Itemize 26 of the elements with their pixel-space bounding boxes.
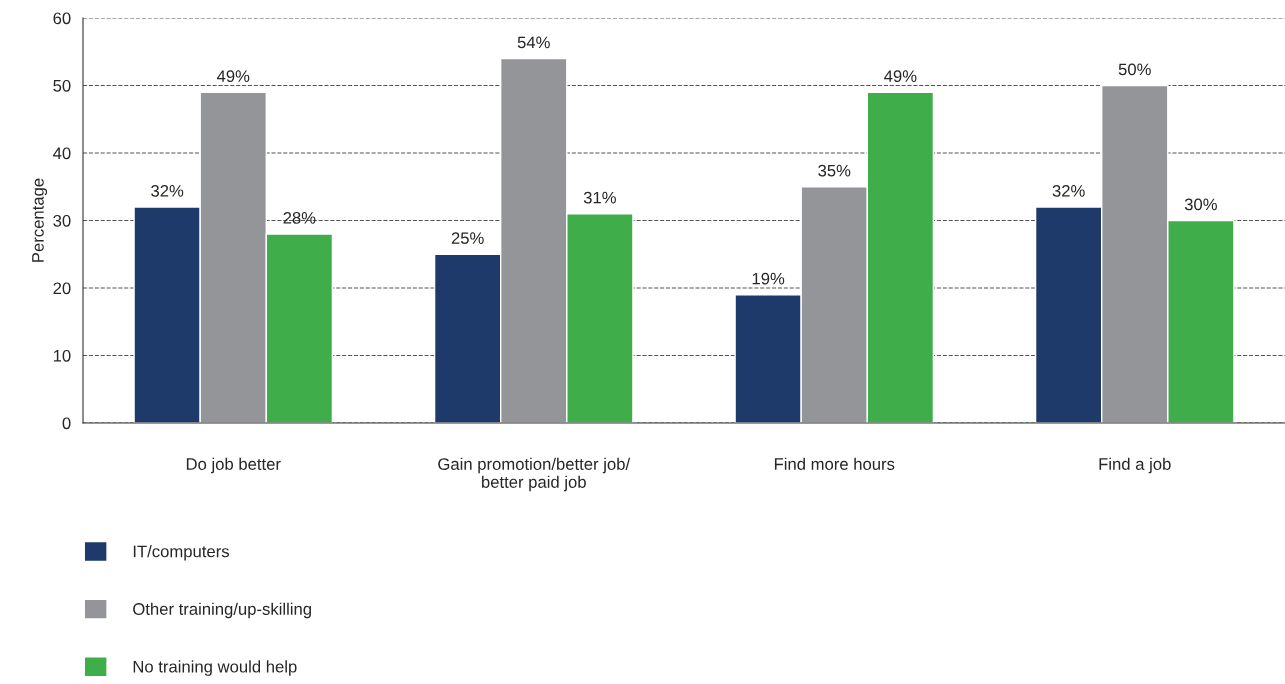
legend-label: No training would help bbox=[133, 660, 297, 676]
y-tick-label: 20 bbox=[53, 282, 71, 295]
data-label: 30% bbox=[1184, 198, 1217, 211]
y-tick-label: 0 bbox=[62, 417, 71, 430]
legend-label: IT/computers bbox=[133, 545, 229, 561]
data-label: 32% bbox=[1052, 184, 1085, 197]
x-tick-label: Do job better bbox=[186, 457, 281, 474]
x-tick-label: Find more hours bbox=[774, 457, 895, 470]
data-label: 50% bbox=[1118, 63, 1151, 76]
data-label: 49% bbox=[216, 70, 250, 83]
x-tick-label: Gain promotion/better job/ better paid job bbox=[438, 457, 631, 492]
y-tick-label: 50 bbox=[53, 79, 71, 92]
y-tick-label: 60 bbox=[53, 12, 71, 25]
y-tick-label: 40 bbox=[53, 147, 71, 160]
data-label: 32% bbox=[151, 184, 184, 197]
y-axis-title: Percentage bbox=[32, 178, 48, 262]
data-label: 49% bbox=[884, 70, 917, 83]
y-tick-label: 30 bbox=[53, 214, 71, 227]
data-label: 19% bbox=[752, 272, 785, 285]
data-label: 31% bbox=[583, 191, 616, 204]
legend-label: Other training/up-skilling bbox=[133, 602, 311, 619]
y-tick-label: 10 bbox=[53, 349, 71, 362]
x-tick-label: Find a job bbox=[1099, 457, 1171, 474]
data-label: 35% bbox=[818, 164, 851, 177]
data-label: 25% bbox=[451, 232, 484, 245]
data-label: 54% bbox=[517, 36, 550, 49]
